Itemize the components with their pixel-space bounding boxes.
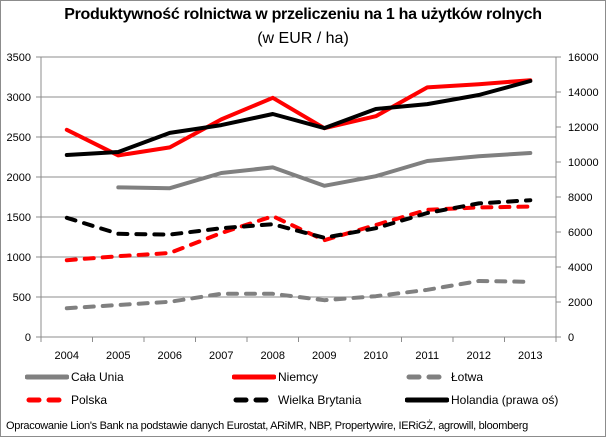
y-left-tick-label: 1000 (7, 252, 31, 264)
series-line-wielka-brytania (64, 198, 533, 240)
x-tick-label: 2010 (364, 350, 388, 362)
legend-label: Wielka Brytania (278, 393, 362, 407)
chart-subtitle: (w EUR / ha) (257, 30, 349, 47)
y-right-tick-label: 8000 (568, 192, 592, 204)
legend-label: Łotwa (451, 370, 484, 384)
y-right-tick-label: 2000 (568, 297, 592, 309)
x-tick-label: 2008 (261, 350, 285, 362)
series-line--otwa (64, 279, 533, 311)
dashed-line-icon (406, 374, 449, 380)
legend-label: Niemcy (278, 370, 319, 384)
y-left-tick-label: 1500 (7, 212, 31, 224)
y-left-tick-label: 2000 (7, 172, 31, 184)
legend-item-lotwa: Łotwa (405, 370, 483, 384)
x-tick-label: 2004 (55, 350, 79, 362)
legend-item-cala-unia: Cała Unia (25, 370, 124, 384)
y-right-tick-label: 4000 (568, 262, 592, 274)
legend-label: Holandia (prawa oś) (451, 393, 559, 407)
y-left-tick-label: 0 (25, 332, 31, 344)
legend-item-niemcy: Niemcy (232, 370, 318, 384)
legend-item-holandia: Holandia (prawa oś) (405, 393, 558, 407)
x-tick-label: 2006 (158, 350, 182, 362)
y-right-tick-label: 16000 (568, 52, 599, 64)
y-right-tick-label: 10000 (568, 157, 599, 169)
legend-item-polska: Polska (25, 393, 107, 407)
x-tick-label: 2009 (312, 350, 336, 362)
y-left-tick-label: 3500 (7, 52, 31, 64)
source-note: Opracowanie Lion's Bank na podstawie dan… (6, 420, 528, 432)
x-tick-label: 2011 (415, 350, 439, 362)
x-tick-label: 2013 (518, 350, 542, 362)
plot-area: 0 500 1000 1500 2000 2500 3000 3500 0 2000 4000 600… (7, 52, 599, 362)
series-line-holandia-prawa-o- (64, 79, 533, 157)
y-left-tick-label: 3000 (7, 92, 31, 104)
legend-item-wielka-brytania: Wielka Brytania (232, 393, 361, 407)
series-line-niemcy (64, 78, 533, 158)
solid-line-icon (232, 374, 276, 380)
x-tick-label: 2005 (106, 350, 130, 362)
y-right-tick-label: 12000 (568, 122, 599, 134)
y-left-tick-label: 2500 (7, 132, 31, 144)
dashed-line-icon (233, 397, 276, 403)
dashed-line-icon (26, 397, 69, 403)
chart-title: Produktywność rolnictwa w przeliczeniu n… (64, 6, 542, 23)
series-line-ca-a-unia (116, 151, 533, 191)
x-tick-label: 2007 (209, 350, 233, 362)
legend-label: Polska (71, 393, 108, 407)
solid-line-icon (405, 397, 449, 403)
x-tick-label: 2012 (467, 350, 491, 362)
solid-line-icon (25, 374, 69, 380)
y-right-tick-label: 14000 (568, 87, 599, 99)
y-left-tick-label: 500 (13, 292, 31, 304)
legend: Cała Unia Niemcy Łotwa Polska Wielka Bry… (0, 370, 606, 420)
y-right-tick-label: 0 (568, 332, 574, 344)
y-right-tick-label: 6000 (568, 227, 592, 239)
legend-label: Cała Unia (71, 370, 124, 384)
